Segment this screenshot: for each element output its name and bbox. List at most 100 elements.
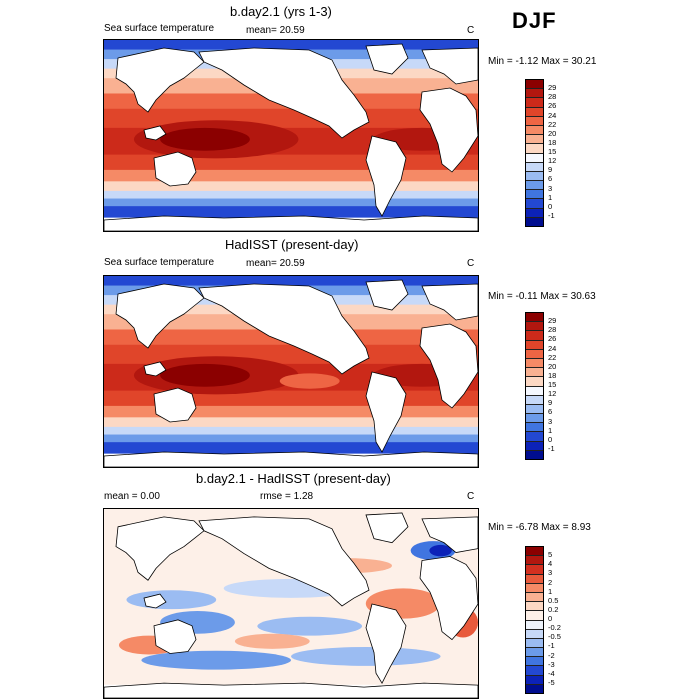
colorbar-swatch: [526, 592, 543, 603]
colorbar-swatch: [526, 358, 543, 369]
colorbar-tick-label: 24: [548, 110, 557, 120]
sst-field: [104, 276, 478, 467]
colorbar-tick-label: -0.5: [548, 632, 561, 642]
colorbar-swatch: [526, 423, 543, 433]
colorbar-swatch: [526, 80, 543, 90]
colorbar-tick-label: -3: [548, 659, 555, 669]
colorbar-tick-label: 1: [548, 192, 553, 202]
colorbar-swatch: [526, 638, 543, 649]
colorbar-tick-label: 29: [548, 316, 557, 326]
colorbar-tick-label: 6: [548, 407, 553, 417]
continent-australia: [153, 619, 197, 654]
colorbar-swatch: [526, 208, 543, 218]
season-label: DJF: [512, 8, 557, 33]
continent-north-america: [198, 283, 370, 375]
colorbar-swatch: [526, 574, 543, 584]
panel-3-mean-label: mean = 0.00: [104, 491, 160, 502]
colorbar-tick-label: 1: [548, 425, 553, 435]
colorbar-tick-label: 12: [548, 156, 557, 166]
panel-1-units: C: [467, 25, 475, 36]
colorbar-swatch: [526, 395, 543, 405]
colorbar-tick-label: 6: [548, 174, 553, 184]
panel-1-variable-label: Sea surface temperature: [104, 23, 215, 34]
colorbar-swatch: [526, 190, 543, 200]
colorbar-tick-label: 22: [548, 352, 557, 362]
colorbar-tick-label: 18: [548, 137, 557, 147]
continent-greenland: [365, 279, 409, 311]
colorbar-tick-label: 20: [548, 128, 557, 138]
colorbar-tick-label: 0.5: [548, 595, 559, 605]
panel-1-minmax: Min = -1.12 Max = 30.21: [488, 56, 597, 67]
colorbar-tick-label: 26: [548, 101, 557, 111]
colorbar-tick-label: -4: [548, 668, 555, 678]
colorbar-tick-label: -5: [548, 677, 555, 687]
sst-field: [104, 509, 478, 698]
colorbar-swatch: [526, 583, 543, 593]
continent-australia: [153, 151, 197, 187]
continent-africa: [419, 323, 478, 409]
colorbar-swatch: [526, 450, 543, 459]
colorbar-swatch: [526, 386, 543, 396]
continent-south-america: [365, 135, 407, 217]
colorbar-tick-label: 3: [548, 568, 553, 578]
continent-australia: [153, 387, 197, 423]
colorbar-swatch: [526, 666, 543, 676]
panel-3-rmse-label: rmse = 1.28: [260, 491, 314, 502]
continent-antarctica: [104, 215, 478, 231]
colorbar-swatch: [526, 414, 543, 424]
colorbar-swatch: [526, 547, 543, 557]
colorbar-tick-label: -1: [548, 210, 555, 220]
colorbar-tick-label: 0: [548, 434, 553, 444]
colorbar-tick-label: 18: [548, 370, 557, 380]
panel-3-minmax: Min = -6.78 Max = 8.93: [488, 522, 591, 533]
colorbar-swatch: [526, 565, 543, 575]
continent-eurasia: [115, 516, 205, 581]
colorbar-swatch: [526, 684, 543, 693]
colorbar-swatch: [526, 368, 543, 378]
panel-2-map: [103, 275, 479, 468]
colorbar-tick-label: 5: [548, 550, 553, 560]
continent-indonesia: [143, 125, 167, 141]
continent-eurasia: [115, 47, 205, 113]
colorbar-swatch: [526, 441, 543, 451]
colorbar-tick-label: 4: [548, 559, 553, 569]
colorbar-swatch: [526, 116, 543, 126]
colorbar-swatch: [526, 629, 543, 639]
colorbar-tick-label: 0: [548, 614, 553, 623]
continent-eurasia: [115, 283, 205, 349]
colorbar-swatch: [526, 322, 543, 332]
colorbar-tick-label: 26: [548, 334, 557, 344]
colorbar-swatch: [526, 331, 543, 341]
colorbar-swatch: [526, 144, 543, 154]
colorbar-tick-label: 3: [548, 416, 553, 426]
colorbar-swatch: [526, 217, 543, 226]
colorbar-swatch: [526, 349, 543, 359]
panel-1-map: [103, 39, 479, 232]
colorbar-swatch: [526, 675, 543, 685]
panel-3-units: C: [467, 491, 475, 502]
continent-eurasia-east: [421, 283, 478, 321]
colorbar-swatch: [526, 107, 543, 117]
colorbar-swatch: [526, 98, 543, 108]
colorbar-swatch: [526, 171, 543, 182]
colorbar-tick-label: 28: [548, 325, 557, 335]
continent-indonesia: [143, 593, 167, 609]
panel-1-mean-label: mean= 20.59: [246, 25, 305, 36]
colorbar-tick-label: -2: [548, 650, 555, 660]
colorbar-tick-label: -0.2: [548, 623, 561, 633]
colorbar-tick-label: 0.2: [548, 604, 559, 614]
panel-3-map: [103, 508, 479, 699]
colorbar-swatch: [526, 199, 543, 209]
panel-1-colorbar: [525, 79, 544, 227]
colorbar-tick-label: 15: [548, 147, 557, 156]
colorbar-tick-label: 0: [548, 201, 553, 211]
continent-greenland: [365, 512, 409, 544]
colorbar-tick-label: 15: [548, 380, 557, 389]
continent-antarctica: [104, 682, 478, 698]
colorbar-swatch: [526, 125, 543, 136]
panel-2-title: HadISST (present-day): [225, 237, 359, 252]
colorbar-tick-label: -1: [548, 443, 555, 453]
colorbar-tick-label: 12: [548, 389, 557, 399]
colorbar-swatch: [526, 181, 543, 191]
colorbar-tick-label: 3: [548, 183, 553, 193]
